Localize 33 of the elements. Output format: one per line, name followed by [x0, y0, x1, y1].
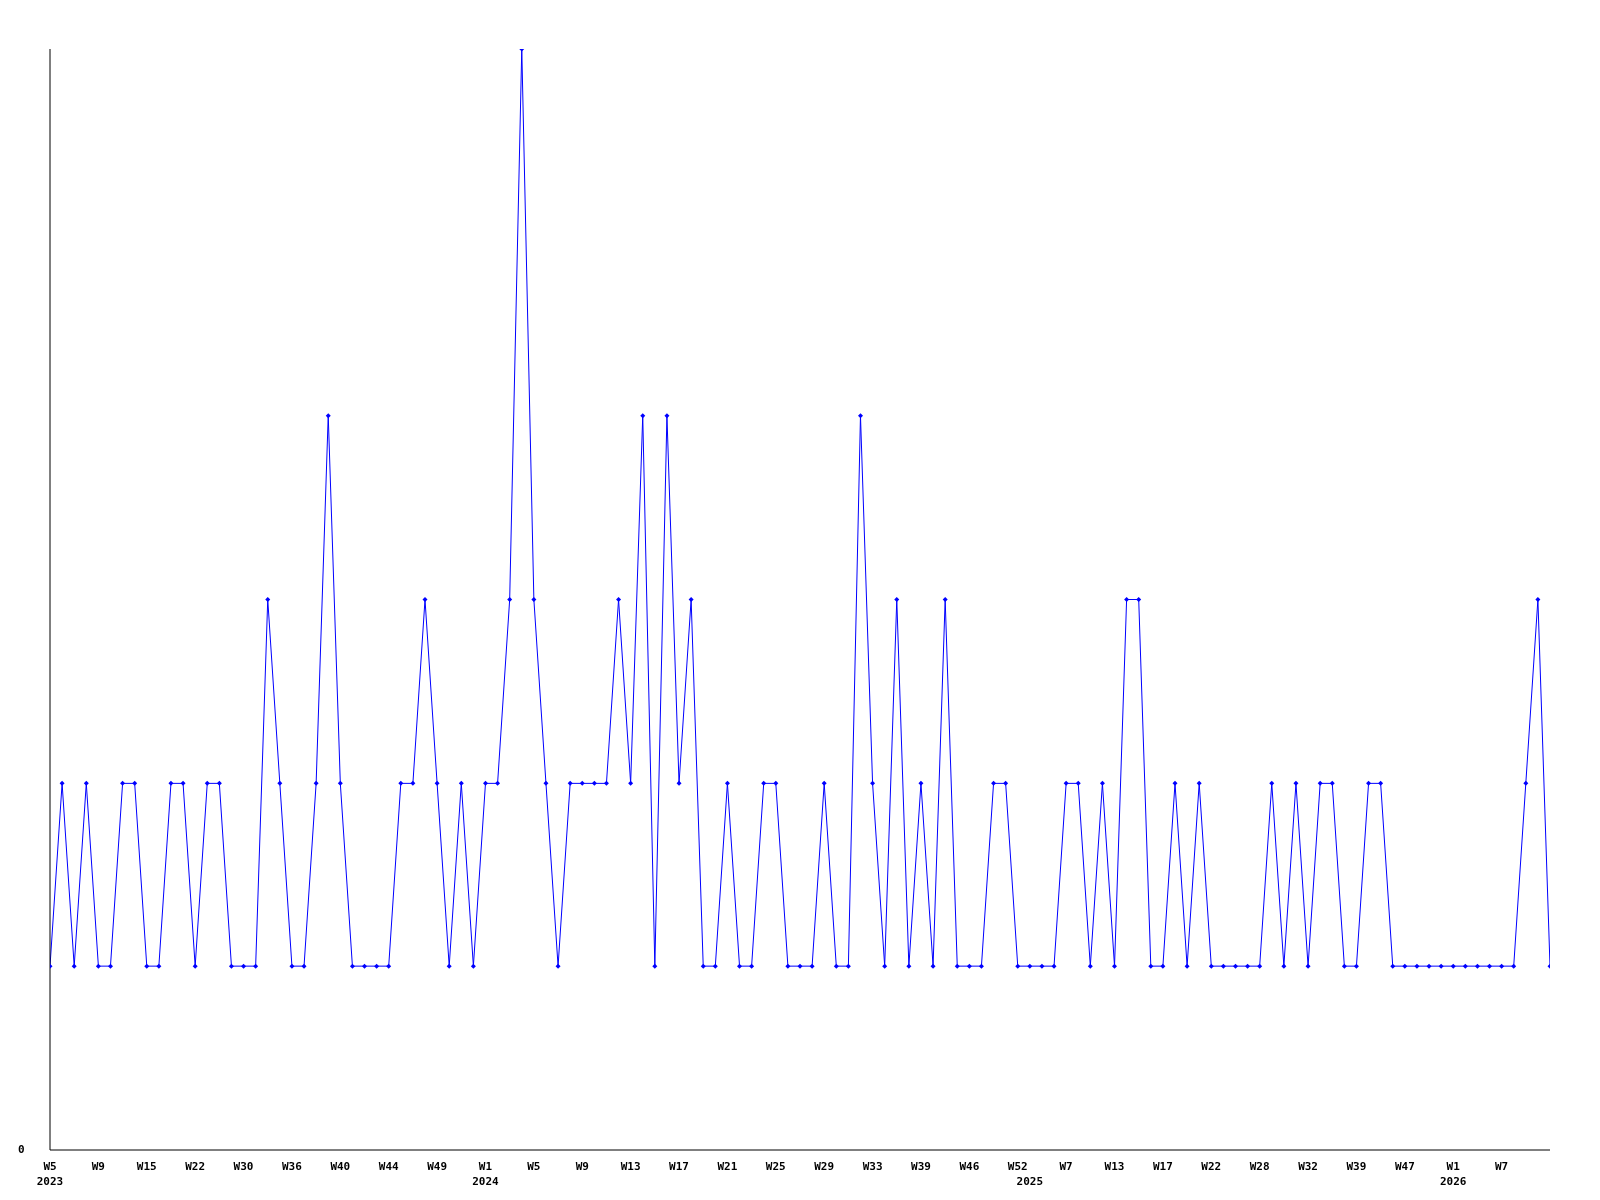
text: 0 [18, 1143, 25, 1156]
x-tick-label: W39 [1346, 1160, 1367, 1173]
x-tick-label: W13 [1104, 1160, 1125, 1173]
x-tick-label: W44 [378, 1160, 400, 1173]
x-tick-label: W7 [1494, 1160, 1509, 1173]
x-tick-label: W17 [669, 1160, 689, 1173]
x-tick-label: W1 2024 [472, 1160, 500, 1188]
x-tick-label: W46 [959, 1160, 980, 1173]
x-tick-label: W25 [765, 1160, 786, 1173]
x-tick-label: W47 [1394, 1160, 1415, 1173]
x-tick-label: W1 2026 [1439, 1160, 1467, 1188]
x-tick-label: W21 [717, 1160, 738, 1173]
x-tick-label: W9 [91, 1160, 106, 1173]
x-tick-label: W36 [282, 1160, 303, 1173]
x-tick-label: W28 [1249, 1160, 1270, 1173]
x-tick-label: W22 [185, 1160, 206, 1173]
x-tick-label: W29 [814, 1160, 835, 1173]
x-tick-label: W9 [575, 1160, 589, 1173]
x-tick-label: W33 [862, 1160, 883, 1173]
x-tick-label: W40 [330, 1160, 351, 1173]
x-tick-label: W17 [1152, 1160, 1173, 1173]
x-tick-label: 2025 [1016, 1175, 1044, 1188]
x-tick-label: W5 [527, 1160, 541, 1173]
x-tick-label: W30 [233, 1160, 254, 1173]
x-tick-label: W22 [1201, 1160, 1222, 1173]
x-tick-label: W32 [1298, 1160, 1318, 1173]
x-tick-label: W52 [1007, 1160, 1028, 1173]
x-tick-label: W5 2023 [36, 1160, 64, 1188]
x-tick-label: W15 [136, 1160, 157, 1173]
x-tick-label: W13 [620, 1160, 641, 1173]
x-tick-label: W49 [427, 1160, 448, 1173]
x-tick-label: W7 [1059, 1160, 1073, 1173]
x-tick-label: W39 [911, 1160, 931, 1173]
